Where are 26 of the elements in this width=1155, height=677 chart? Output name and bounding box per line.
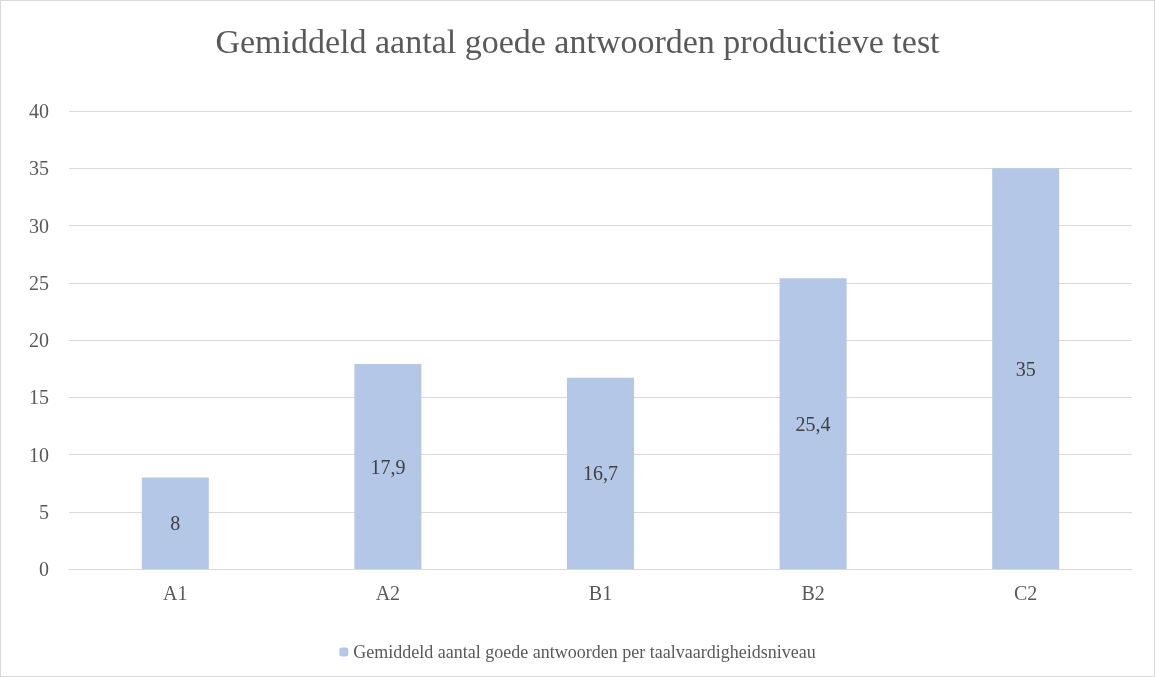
chart-title: Gemiddeld aantal goede antwoorden productieve test [215,22,941,60]
x-tick-label: C2 [1014,582,1038,604]
x-tick-label: B2 [801,582,825,604]
bar [779,278,847,569]
data-label: 16,7 [583,462,618,485]
bar [567,377,634,569]
y-tick-label: 35 [29,157,49,180]
y-tick-label: 30 [29,214,49,237]
x-tick-label: A1 [163,582,188,604]
y-tick-label: 25 [29,271,49,294]
y-tick-label: 40 [29,100,49,122]
y-tick-label: 0 [39,558,49,580]
x-tick-label: A2 [375,582,401,604]
bar [141,477,209,569]
data-label: 25,4 [795,412,831,435]
y-tick-label: 15 [29,386,49,409]
data-label: 8 [170,512,181,535]
x-tick-label: B1 [588,582,613,604]
y-tick-label: 10 [29,443,49,466]
bar [354,364,422,569]
y-tick-label: 20 [29,329,49,351]
data-label: 35 [1015,357,1036,380]
y-tick-label: 5 [39,500,49,523]
bar [992,168,1060,569]
data-label: 17,9 [370,455,406,478]
legend-label: Gemiddeld aantal goede antwoorden per taalvaardigheidsniveau [353,642,816,662]
